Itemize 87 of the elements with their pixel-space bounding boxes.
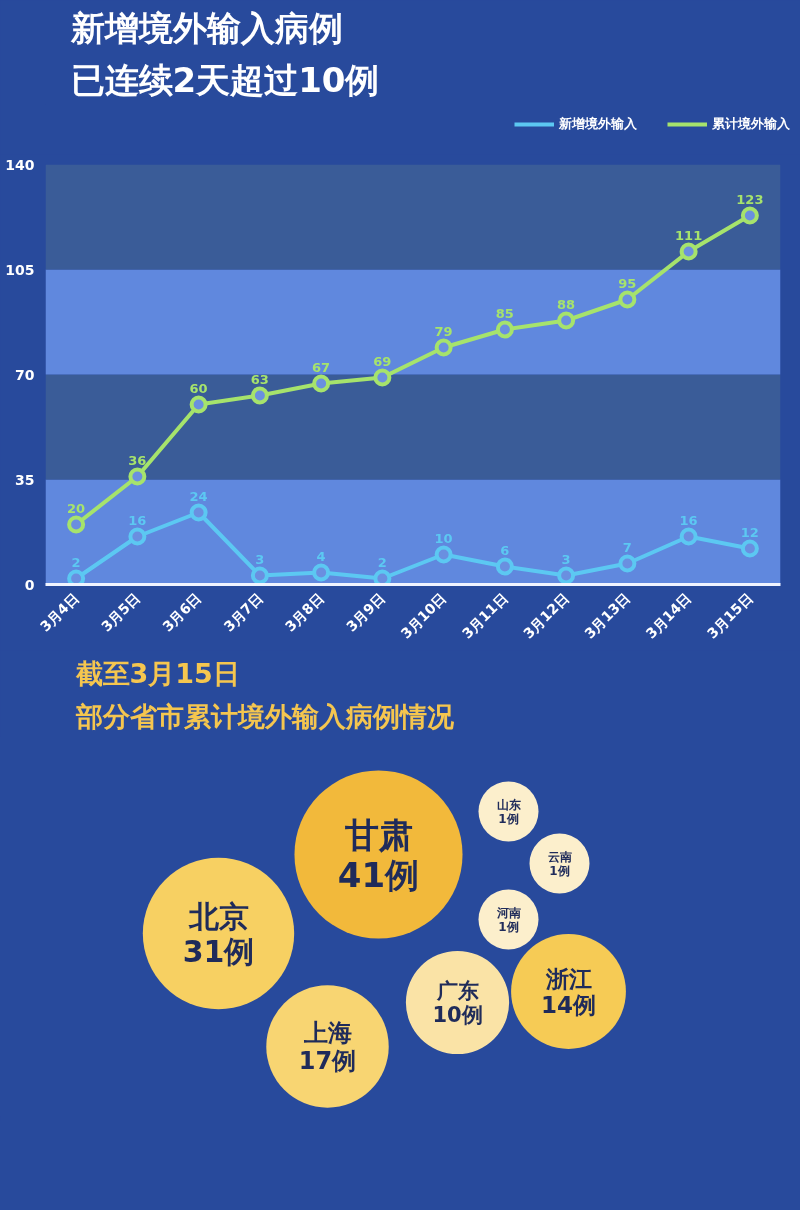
data-label: 1例 — [549, 863, 570, 878]
x-tick-label: 3月13日 — [581, 589, 634, 642]
x-tick-label: 3月5日 — [98, 589, 144, 635]
data-label: 20 — [67, 500, 86, 516]
data-label: 14例 — [541, 991, 597, 1018]
y-tick-label: 105 — [5, 261, 35, 278]
data-label: 69 — [373, 353, 392, 369]
point — [740, 206, 759, 225]
data-label: 24 — [189, 488, 208, 504]
data-label: 123 — [736, 191, 764, 207]
data-label: 95 — [618, 275, 637, 291]
category-label: 河南 — [495, 905, 521, 920]
data-label: 31例 — [182, 933, 255, 969]
legend-label: 新增境外输入 — [559, 115, 637, 133]
point — [618, 554, 637, 573]
data-label: 10 — [434, 530, 453, 546]
point — [189, 395, 208, 414]
data-label: 4 — [316, 548, 326, 564]
point — [618, 290, 637, 309]
data-label: 12 — [740, 524, 759, 540]
y-tick-label: 35 — [15, 471, 35, 488]
category-label: 北京 — [187, 898, 249, 934]
data-label: 111 — [675, 227, 703, 243]
x-tick-label: 3月4日 — [36, 589, 82, 635]
data-label: 6 — [500, 542, 510, 558]
point — [557, 566, 576, 585]
data-label: 17例 — [298, 1046, 357, 1075]
point — [740, 539, 759, 558]
point — [312, 374, 331, 393]
point — [679, 527, 698, 546]
point — [495, 320, 514, 339]
x-tick-label: 3月6日 — [159, 589, 205, 635]
point — [189, 503, 208, 522]
y-tick-label: 140 — [5, 156, 35, 173]
point — [312, 563, 331, 582]
x-tick-label: 3月12日 — [520, 589, 572, 642]
data-label: 63 — [250, 371, 269, 387]
point — [495, 557, 514, 576]
data-label: 85 — [495, 305, 514, 321]
category-label: 云南 — [547, 849, 572, 864]
data-label: 16 — [128, 512, 147, 528]
x-tick-label: 3月11日 — [458, 589, 511, 642]
x-tick-label: 3月7日 — [220, 589, 266, 635]
category-label: 广东 — [435, 978, 479, 1003]
data-label: 16 — [679, 512, 698, 528]
x-tick-label: 3月9日 — [343, 589, 389, 635]
y-tick-label: 70 — [15, 366, 35, 383]
data-label: 1例 — [498, 919, 519, 934]
data-label: 36 — [128, 452, 147, 468]
category-label: 浙江 — [544, 965, 592, 992]
point — [67, 569, 86, 585]
point — [250, 566, 269, 585]
chart-subtitle: 已连续2天超过10例 — [70, 59, 380, 100]
point — [557, 311, 576, 330]
data-label: 67 — [312, 359, 331, 375]
x-tick-label: 3月10日 — [397, 589, 450, 642]
text: 截至3月15日 — [74, 657, 240, 689]
point — [434, 545, 453, 564]
data-label: 60 — [189, 380, 208, 396]
data-label: 2 — [71, 554, 81, 570]
data-label: 10例 — [432, 1002, 483, 1027]
point — [128, 467, 147, 486]
category-label: 上海 — [302, 1018, 352, 1047]
data-label: 3 — [255, 551, 265, 567]
data-label: 2 — [377, 554, 387, 570]
category-label: 山东 — [496, 797, 521, 812]
x-tick-label: 3月8日 — [281, 589, 327, 635]
point — [128, 527, 147, 546]
chart-title: 新增境外输入病例 — [69, 7, 343, 48]
x-tick-label: 3月15日 — [703, 589, 756, 642]
data-label: 79 — [434, 323, 453, 339]
data-label: 3 — [561, 551, 571, 567]
point — [373, 368, 392, 387]
point — [679, 242, 698, 261]
x-tick-label: 3月14日 — [642, 589, 695, 642]
data-label: 41例 — [337, 854, 420, 895]
legend-label: 累计境外输入 — [712, 115, 790, 133]
data-label: 7 — [622, 539, 632, 555]
point — [434, 338, 453, 357]
data-label: 88 — [557, 296, 576, 312]
point — [67, 515, 86, 534]
point — [250, 386, 269, 405]
category-label: 甘肃 — [343, 814, 413, 855]
point — [373, 569, 392, 585]
text: 部分省市累计境外输入病例情况 — [74, 700, 455, 732]
y-tick-label: 0 — [24, 576, 35, 593]
data-label: 1例 — [498, 811, 519, 826]
